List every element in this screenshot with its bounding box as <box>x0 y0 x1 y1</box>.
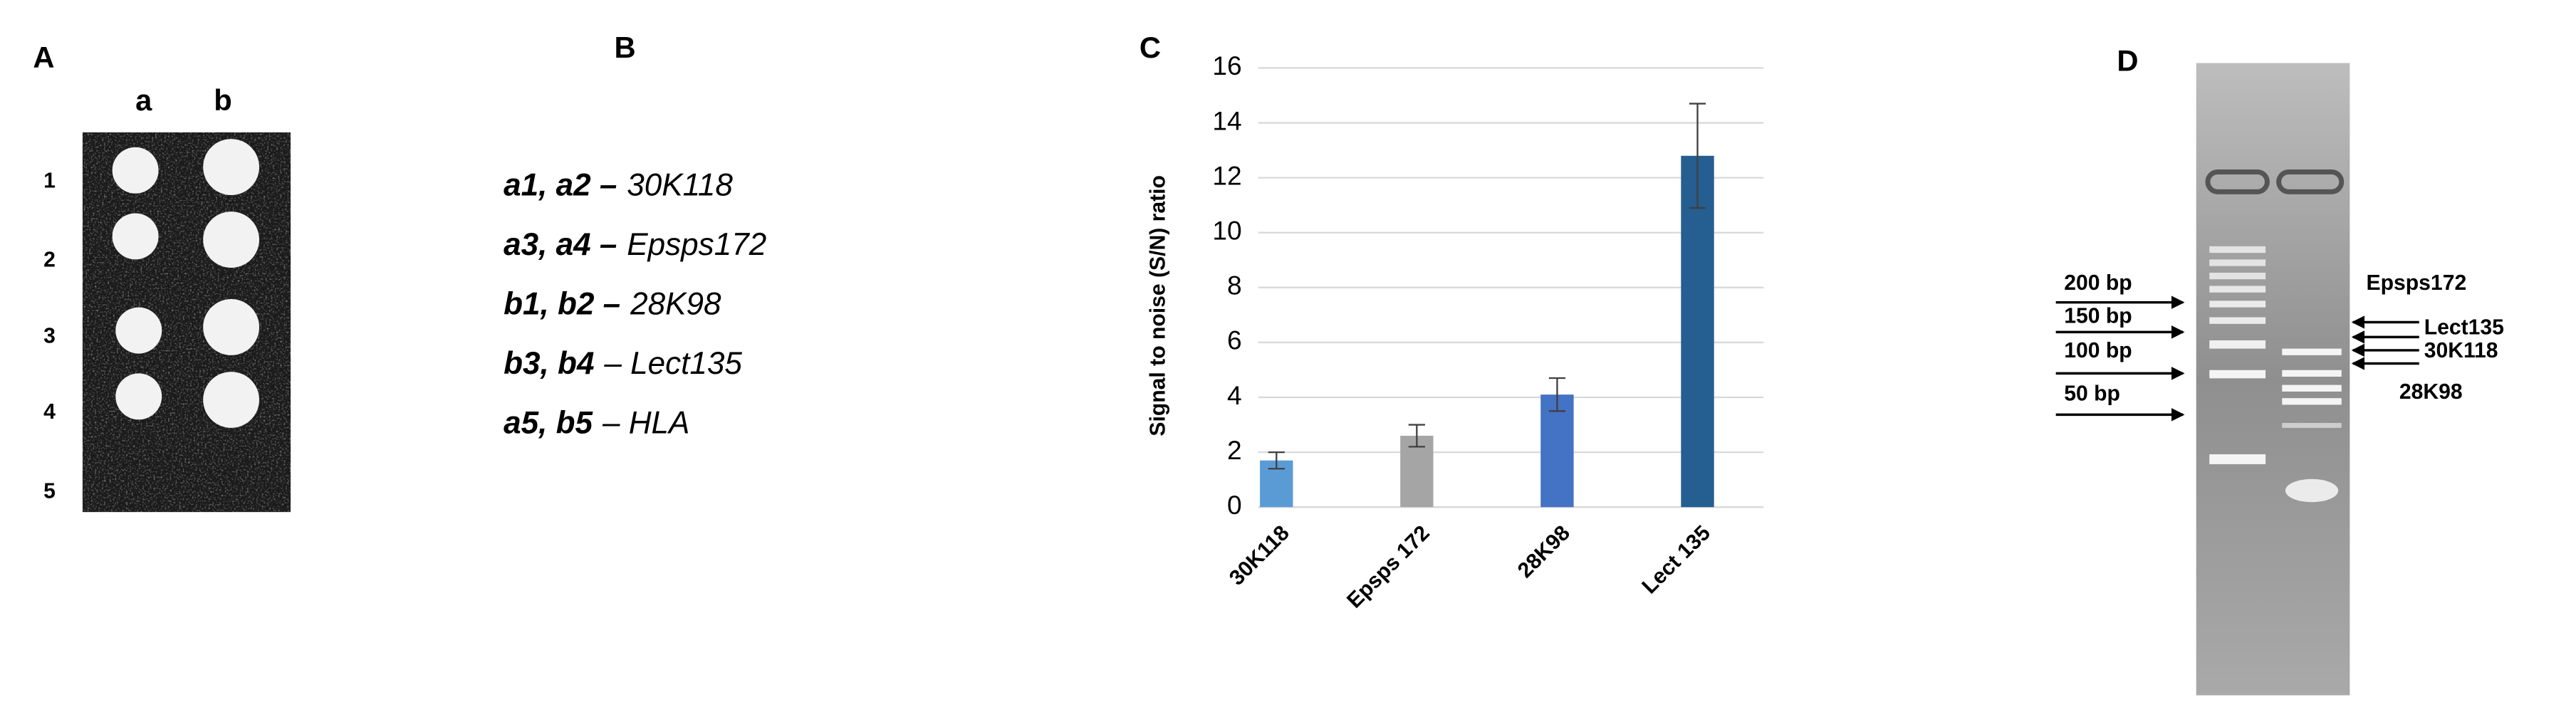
panel-label: B <box>615 31 636 64</box>
panel-d: D <box>2055 44 2504 696</box>
ids: a5, b5 <box>504 405 593 440</box>
target: – Lect135 <box>603 345 742 380</box>
ladder-label: 100 bp <box>2064 339 2132 362</box>
product-label: Epsps172 <box>2367 271 2467 295</box>
y-tick-label: 6 <box>1227 325 1242 355</box>
x-tick-label: 30K118 <box>1225 521 1294 590</box>
legend-line: a5, b5 – HLA <box>504 405 689 440</box>
row-label: 2 <box>43 248 56 272</box>
x-tick-label: Lect 135 <box>1637 521 1715 599</box>
target: 30K118 <box>627 167 733 202</box>
column-label: a <box>135 83 152 117</box>
product-label: Lect135 <box>2424 316 2504 340</box>
legend-line: b3, b4 – Lect135 <box>504 345 742 380</box>
legend-line: a1, a2 – 30K118 <box>504 167 733 202</box>
panel-a: A a b 1 2 3 4 5 <box>33 41 291 513</box>
row-label: 4 <box>43 400 56 424</box>
column-label: b <box>214 83 231 117</box>
ladder-label: 200 bp <box>2064 271 2132 295</box>
product-arrows <box>2351 315 2419 370</box>
product-label: 30K118 <box>2424 339 2498 362</box>
panel-label: A <box>33 41 54 74</box>
y-tick-label: 14 <box>1212 105 1241 135</box>
gel-bands <box>2205 169 2345 503</box>
row-label: 5 <box>43 479 56 503</box>
ladder-label: 150 bp <box>2064 305 2132 328</box>
legend-line: b1, b2 – 28K98 <box>504 286 721 321</box>
ids: b1, b2 – <box>504 286 620 321</box>
ids: b3, b4 <box>504 345 594 380</box>
y-tick-label: 12 <box>1212 160 1241 190</box>
bar <box>1540 394 1574 508</box>
gel <box>2196 63 2350 696</box>
blot-noise <box>82 132 291 513</box>
y-axis-label: Signal to noise (S/N) ratio <box>1147 175 1170 436</box>
bar <box>1400 435 1434 508</box>
row-label: 3 <box>43 324 56 347</box>
ids: a1, a2 – <box>504 167 617 202</box>
panel-label: C <box>1140 31 1161 64</box>
y-tick-label: 2 <box>1227 435 1242 465</box>
y-tick-label: 4 <box>1227 380 1242 410</box>
ladder-label: 50 bp <box>2064 382 2120 405</box>
dots <box>112 139 260 428</box>
x-tick-label: 28K98 <box>1513 521 1575 582</box>
target: – HLA <box>602 405 689 440</box>
y-tick-label: 16 <box>1212 51 1241 80</box>
y-tick-label: 0 <box>1227 490 1242 520</box>
x-tick-label: Epsps 172 <box>1342 521 1434 613</box>
y-tick-label: 10 <box>1212 216 1241 246</box>
panel-label: D <box>2117 44 2138 78</box>
product-label: 28K98 <box>2399 380 2463 404</box>
ids: a3, a4 – <box>504 226 617 261</box>
panel-c: C Signal to noise (S/N) ratio 0 2 4 6 8 10 12 1… <box>1140 31 1764 613</box>
row-label: 1 <box>43 169 56 192</box>
ladder-arrows <box>2055 295 2185 422</box>
bar <box>1681 155 1714 508</box>
target: 28K98 <box>630 286 721 321</box>
legend-line: a3, a4 – Epsps172 <box>504 226 766 261</box>
y-tick-label: 8 <box>1227 271 1242 300</box>
target: Epsps172 <box>627 226 766 261</box>
